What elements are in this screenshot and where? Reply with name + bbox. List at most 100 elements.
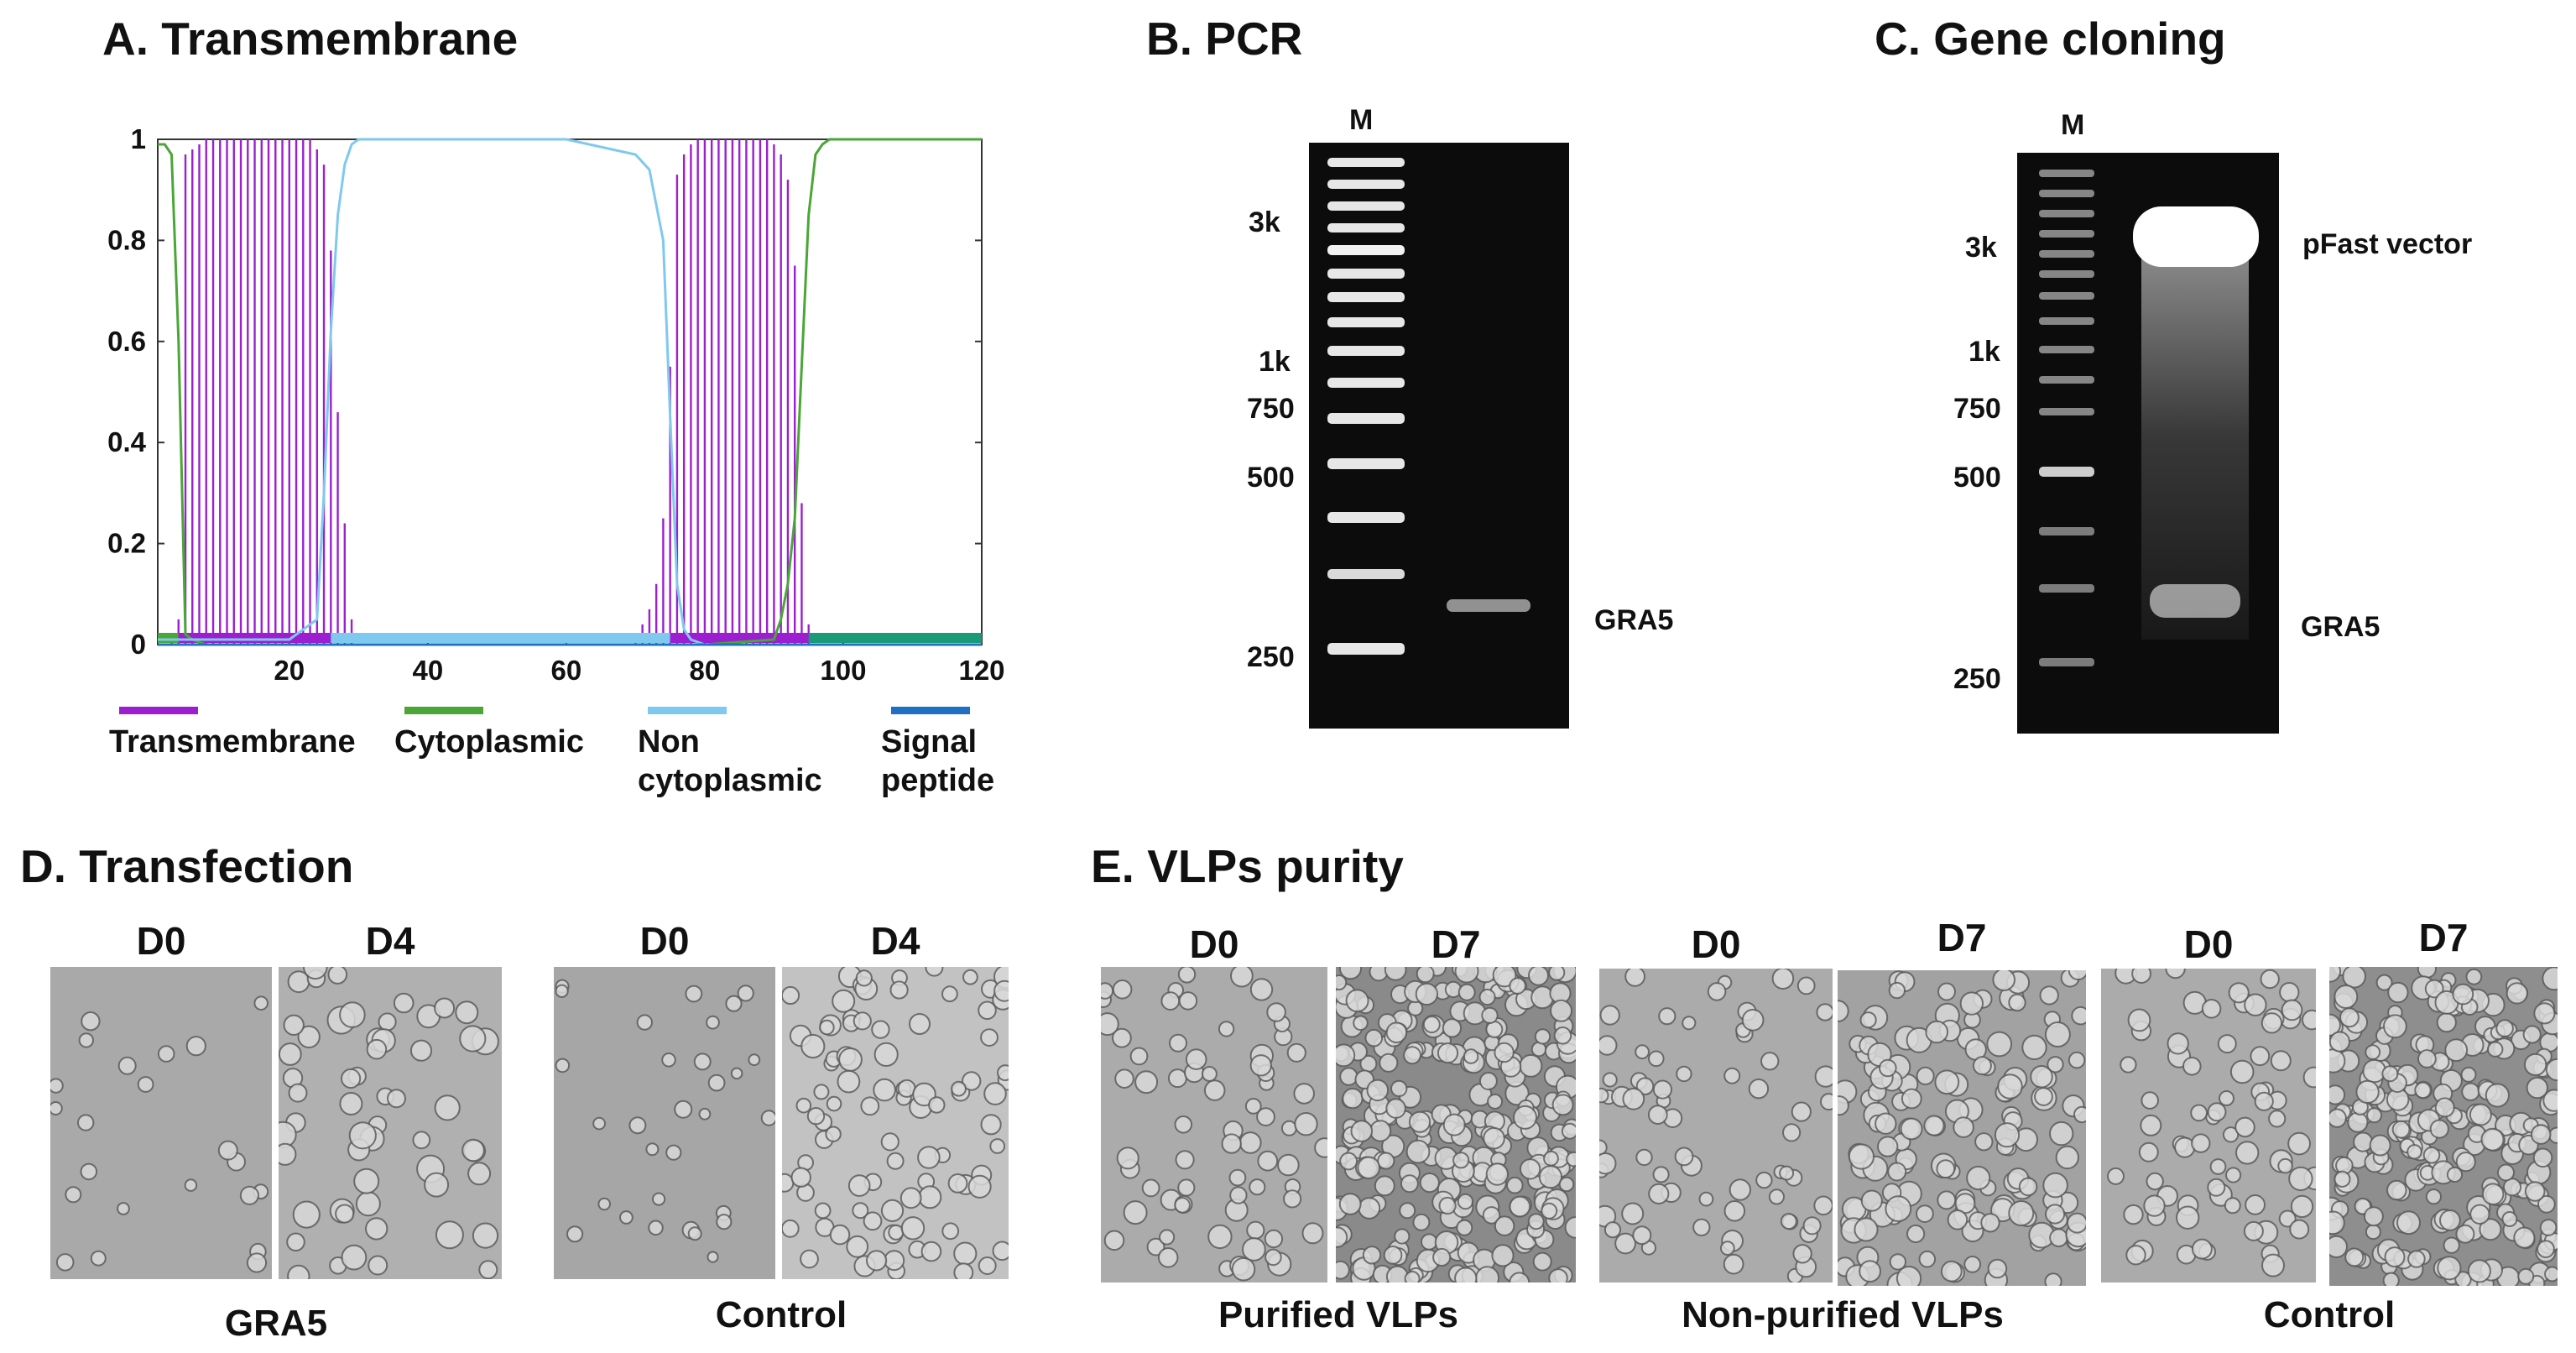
topology-segment bbox=[331, 633, 670, 643]
micrograph-control-d0 bbox=[2101, 969, 2316, 1282]
lane-marker-label: M bbox=[2061, 109, 2085, 141]
ladder-band bbox=[1327, 180, 1405, 189]
ladder-band bbox=[1327, 643, 1405, 655]
gra5-band-label: GRA5 bbox=[1594, 604, 1674, 636]
legend-swatch bbox=[119, 707, 198, 714]
ladder-band bbox=[2039, 408, 2094, 415]
ladder-band bbox=[1327, 413, 1405, 424]
legend-label: Signal peptide bbox=[881, 724, 995, 798]
ladder-band bbox=[2039, 292, 2094, 300]
lane-smear bbox=[2141, 237, 2249, 640]
ladder-label-750: 750 bbox=[1953, 393, 2001, 425]
micrograph-control-d4 bbox=[782, 967, 1009, 1279]
x-tick-label: 40 bbox=[412, 655, 443, 686]
ladder-label-250: 250 bbox=[1953, 663, 2001, 695]
panel-e-title: E. VLPs purity bbox=[1091, 840, 1404, 892]
x-tick-label: 120 bbox=[958, 655, 1004, 686]
gra5-band-label: GRA5 bbox=[2301, 611, 2380, 643]
panel-b-title: B. PCR bbox=[1146, 13, 1303, 65]
topology-segment bbox=[158, 633, 179, 643]
cloning-gel-image bbox=[2017, 153, 2279, 734]
ladder-band bbox=[2039, 346, 2094, 353]
ladder-band bbox=[2039, 210, 2094, 217]
day-label-d7: D7 bbox=[2418, 916, 2469, 959]
ladder-band bbox=[1327, 458, 1405, 469]
ladder-band bbox=[1327, 223, 1405, 232]
micrograph-control-d0 bbox=[554, 967, 775, 1279]
pcr-gel-image bbox=[1309, 143, 1569, 729]
ladder-band bbox=[2039, 230, 2094, 238]
ladder-band bbox=[1327, 569, 1405, 579]
legend-item: Cytoplasmic bbox=[394, 707, 584, 761]
y-tick-label: 0.2 bbox=[107, 528, 146, 559]
group-label-gra5: GRA5 bbox=[224, 1303, 328, 1344]
micrograph-gra5-d0 bbox=[50, 967, 272, 1279]
topology-segment bbox=[178, 633, 331, 643]
lane-marker-label: M bbox=[1349, 104, 1374, 136]
ladder-band bbox=[2039, 317, 2094, 325]
ladder-band bbox=[1327, 292, 1405, 302]
ladder-band bbox=[2039, 250, 2094, 258]
legend-item: Signal peptide bbox=[881, 707, 994, 800]
pfast-vector-label: pFast vector bbox=[2302, 228, 2473, 260]
day-label-d0: D0 bbox=[1189, 922, 1239, 966]
group-label-control: Control bbox=[715, 1294, 847, 1335]
ladder-band bbox=[2039, 527, 2094, 535]
panel-c-title: C. Gene cloning bbox=[1875, 13, 2226, 65]
ladder-label-250: 250 bbox=[1247, 641, 1295, 673]
day-label-d7: D7 bbox=[1431, 922, 1481, 966]
transmembrane-chart: 0 0.2 0.4 0.6 0.8 1 20 40 60 80 100 120 bbox=[50, 118, 1024, 839]
day-label-d4: D4 bbox=[365, 919, 415, 963]
chart-legend: Transmembrane Cytoplasmic Non cytoplasmic Si… bbox=[109, 707, 1032, 833]
x-tick-label: 100 bbox=[820, 655, 866, 686]
ladder-band bbox=[1327, 378, 1405, 388]
day-label-d4: D4 bbox=[870, 919, 920, 963]
micrograph-purified-d7 bbox=[1336, 967, 1576, 1282]
legend-item: Transmembrane bbox=[109, 707, 356, 761]
group-label-nonpurified-vlps: Non-purified VLPs bbox=[1682, 1294, 2004, 1335]
micrograph-gra5-d4 bbox=[279, 967, 502, 1279]
y-tick-label: 1 bbox=[131, 123, 146, 154]
legend-swatch bbox=[648, 707, 727, 714]
ladder-band bbox=[2039, 584, 2094, 593]
ladder-band bbox=[2039, 170, 2094, 177]
ladder-band bbox=[2039, 190, 2094, 197]
y-tick-label: 0.8 bbox=[107, 224, 146, 255]
group-label-control: Control bbox=[2263, 1294, 2396, 1335]
ladder-label-500: 500 bbox=[1953, 462, 2001, 494]
micrograph-control-d7 bbox=[2329, 967, 2558, 1286]
x-tick-label: 20 bbox=[274, 655, 305, 686]
ladder-label-3k: 3k bbox=[1965, 232, 1997, 264]
panel-a-title: A. Transmembrane bbox=[102, 13, 519, 65]
day-label-d0: D0 bbox=[1691, 922, 1741, 966]
ladder-band bbox=[2039, 658, 2094, 666]
group-label-purified-vlps: Purified VLPs bbox=[1218, 1294, 1459, 1335]
micrograph-nonpurified-d0 bbox=[1599, 969, 1833, 1282]
gra5-band bbox=[1447, 599, 1530, 612]
topology-segment bbox=[808, 633, 982, 643]
x-tick-label: 60 bbox=[551, 655, 582, 686]
ladder-label-1k: 1k bbox=[1969, 336, 2000, 368]
pfast-vector-band bbox=[2133, 206, 2259, 267]
ladder-band bbox=[1327, 317, 1405, 327]
ladder-band bbox=[1327, 158, 1405, 167]
plot-frame bbox=[157, 138, 983, 645]
legend-label: Non cytoplasmic bbox=[638, 724, 822, 798]
y-tick-label: 0 bbox=[131, 629, 146, 660]
ladder-band bbox=[1327, 201, 1405, 211]
legend-swatch bbox=[404, 707, 483, 714]
ladder-band bbox=[1327, 245, 1405, 255]
ladder-label-3k: 3k bbox=[1249, 206, 1280, 238]
day-label-d0: D0 bbox=[639, 919, 690, 963]
legend-swatch bbox=[891, 707, 970, 714]
micrograph-nonpurified-d7 bbox=[1838, 970, 2086, 1286]
y-tick-label: 0.6 bbox=[107, 326, 146, 357]
micrograph-purified-d0 bbox=[1101, 967, 1327, 1282]
day-label-d7: D7 bbox=[1937, 916, 1987, 959]
x-tick-label: 80 bbox=[690, 655, 721, 686]
legend-item: Non cytoplasmic bbox=[638, 707, 822, 800]
ladder-label-500: 500 bbox=[1247, 462, 1295, 494]
ladder-band bbox=[1327, 269, 1405, 279]
legend-label: Transmembrane bbox=[109, 724, 356, 760]
panel-d-title: D. Transfection bbox=[20, 840, 354, 892]
